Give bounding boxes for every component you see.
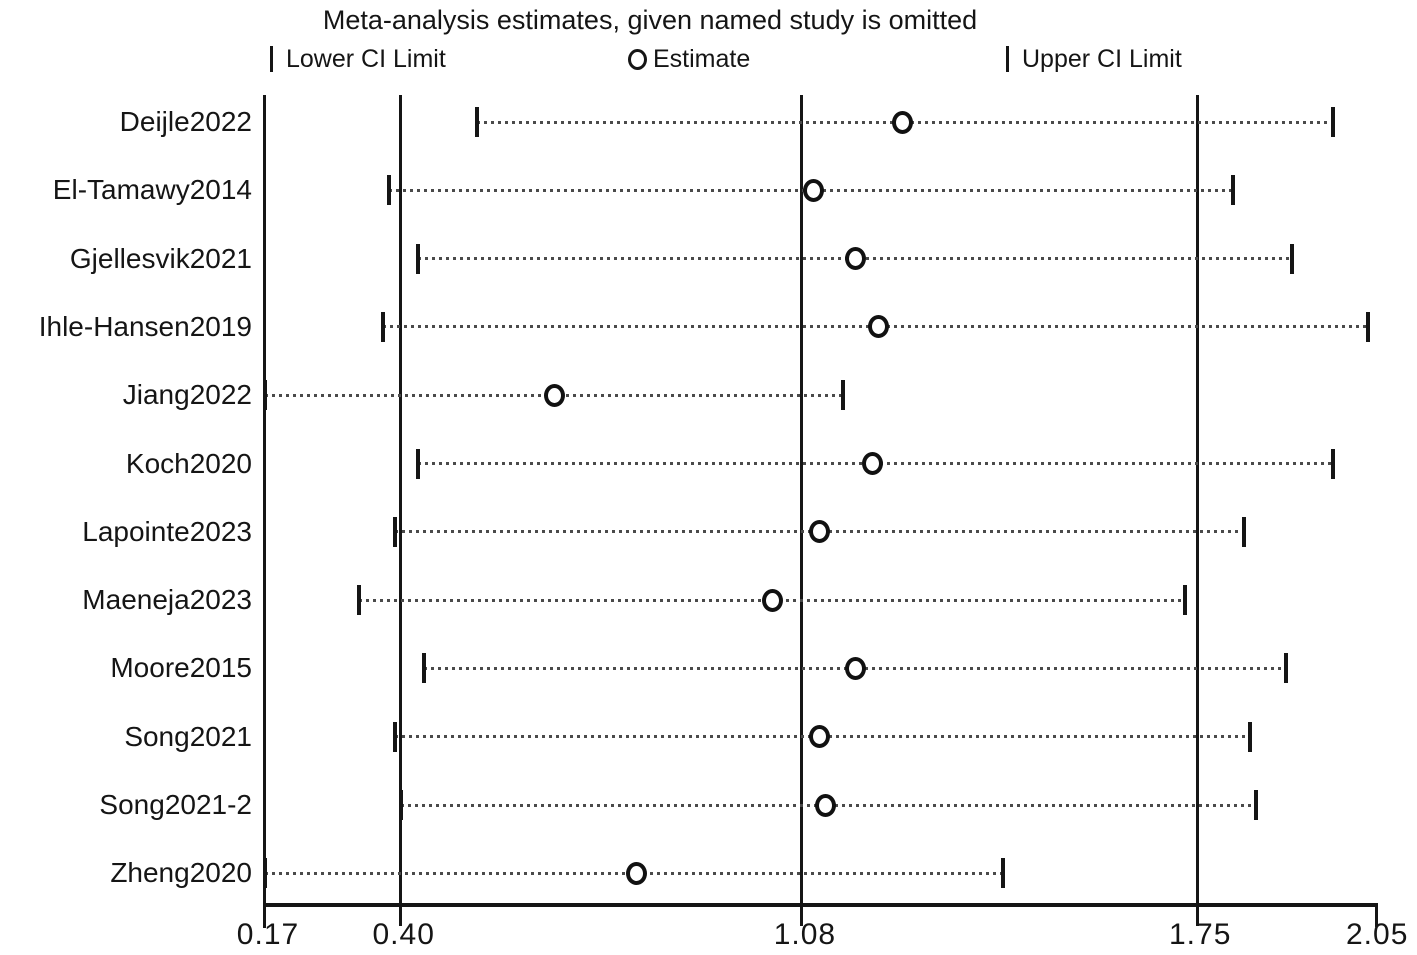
lower-ci-tick xyxy=(386,175,391,206)
estimate-marker xyxy=(844,247,866,271)
estimate-marker xyxy=(761,588,783,612)
upper-ci-tick xyxy=(1330,107,1335,137)
upper-ci-tick xyxy=(1283,653,1288,684)
lower-ci-tick xyxy=(416,448,421,479)
x-axis-tick-label: 0.17 xyxy=(236,918,300,951)
upper-ci-tick xyxy=(841,380,846,411)
estimate-marker xyxy=(868,315,890,339)
lower-ci-tick xyxy=(263,380,267,411)
study-label: El-Tamawy2014 xyxy=(52,174,252,206)
study-label: Song2021 xyxy=(124,720,252,752)
legend-upper-ci-label: Upper CI Limit xyxy=(1022,44,1182,73)
upper-ci-tick xyxy=(1366,311,1371,342)
plot-left-border xyxy=(263,95,266,928)
lower-ci-tick xyxy=(392,516,397,547)
x-axis-line xyxy=(263,903,1379,907)
estimate-marker xyxy=(809,520,831,544)
lower-ci-tick xyxy=(392,721,397,752)
study-label: Ihle-Hansen2019 xyxy=(38,310,252,342)
lower-ci-tick xyxy=(263,858,267,889)
upper-ci-tick xyxy=(1330,448,1335,479)
estimate-marker xyxy=(815,793,836,817)
study-label: Moore2015 xyxy=(110,652,252,684)
lower-ci-tick xyxy=(357,585,362,616)
x-axis-tick-label: 0.40 xyxy=(372,918,435,951)
study-label: Maeneja2023 xyxy=(82,584,252,616)
lower-ci-tick xyxy=(416,243,421,274)
legend-lower-ci: Lower CI Limit xyxy=(270,44,446,74)
estimate-marker xyxy=(891,110,913,134)
study-label: Zheng2020 xyxy=(110,857,252,889)
upper-ci-tick xyxy=(1248,721,1253,752)
upper-ci-tick xyxy=(1289,243,1294,274)
lower-ci-tick xyxy=(475,107,480,137)
estimate-circle-icon xyxy=(628,48,647,70)
estimate-marker xyxy=(809,725,831,749)
x-axis-tick-label: 1.75 xyxy=(1168,918,1232,951)
upper-ci-tick xyxy=(1183,585,1188,616)
lower-ci-tick xyxy=(381,311,385,342)
x-axis-tick-label: 1.08 xyxy=(773,918,837,951)
study-label: Jiang2022 xyxy=(122,379,252,411)
x-axis-end-tick xyxy=(1375,903,1379,927)
upper-ci-tick xyxy=(1230,175,1235,206)
estimate-marker xyxy=(862,452,884,475)
upper-ci-tick xyxy=(1254,790,1259,820)
lower-ci-tick xyxy=(398,790,403,820)
upper-ci-tick xyxy=(1000,858,1005,889)
upper-ci-tick-icon xyxy=(1006,46,1009,72)
study-label: Gjellesvik2021 xyxy=(69,242,252,274)
legend-estimate-label: Estimate xyxy=(653,44,751,73)
estimate-marker xyxy=(803,178,825,202)
estimate-marker xyxy=(844,656,866,680)
ref-line-1.08 xyxy=(800,95,804,926)
legend-upper-ci: Upper CI Limit xyxy=(1006,44,1182,74)
study-label: Lapointe2023 xyxy=(82,515,252,547)
lower-ci-tick-icon xyxy=(270,46,273,72)
upper-ci-tick xyxy=(1242,516,1247,547)
study-label: Koch2020 xyxy=(125,447,252,479)
ref-line-1.75 xyxy=(1195,95,1199,926)
study-label: Deijle2022 xyxy=(119,106,252,137)
x-axis-tick-label: 2.05 xyxy=(1345,918,1409,951)
ref-line-0.4 xyxy=(399,95,403,926)
chart-title: Meta-analysis estimates, given named stu… xyxy=(322,5,978,35)
legend-estimate: Estimate xyxy=(628,44,750,74)
study-label: Song2021-2 xyxy=(99,789,252,820)
estimate-marker xyxy=(543,383,565,407)
estimate-marker xyxy=(626,861,648,885)
legend-lower-ci-label: Lower CI Limit xyxy=(286,44,446,73)
lower-ci-tick xyxy=(422,653,427,684)
